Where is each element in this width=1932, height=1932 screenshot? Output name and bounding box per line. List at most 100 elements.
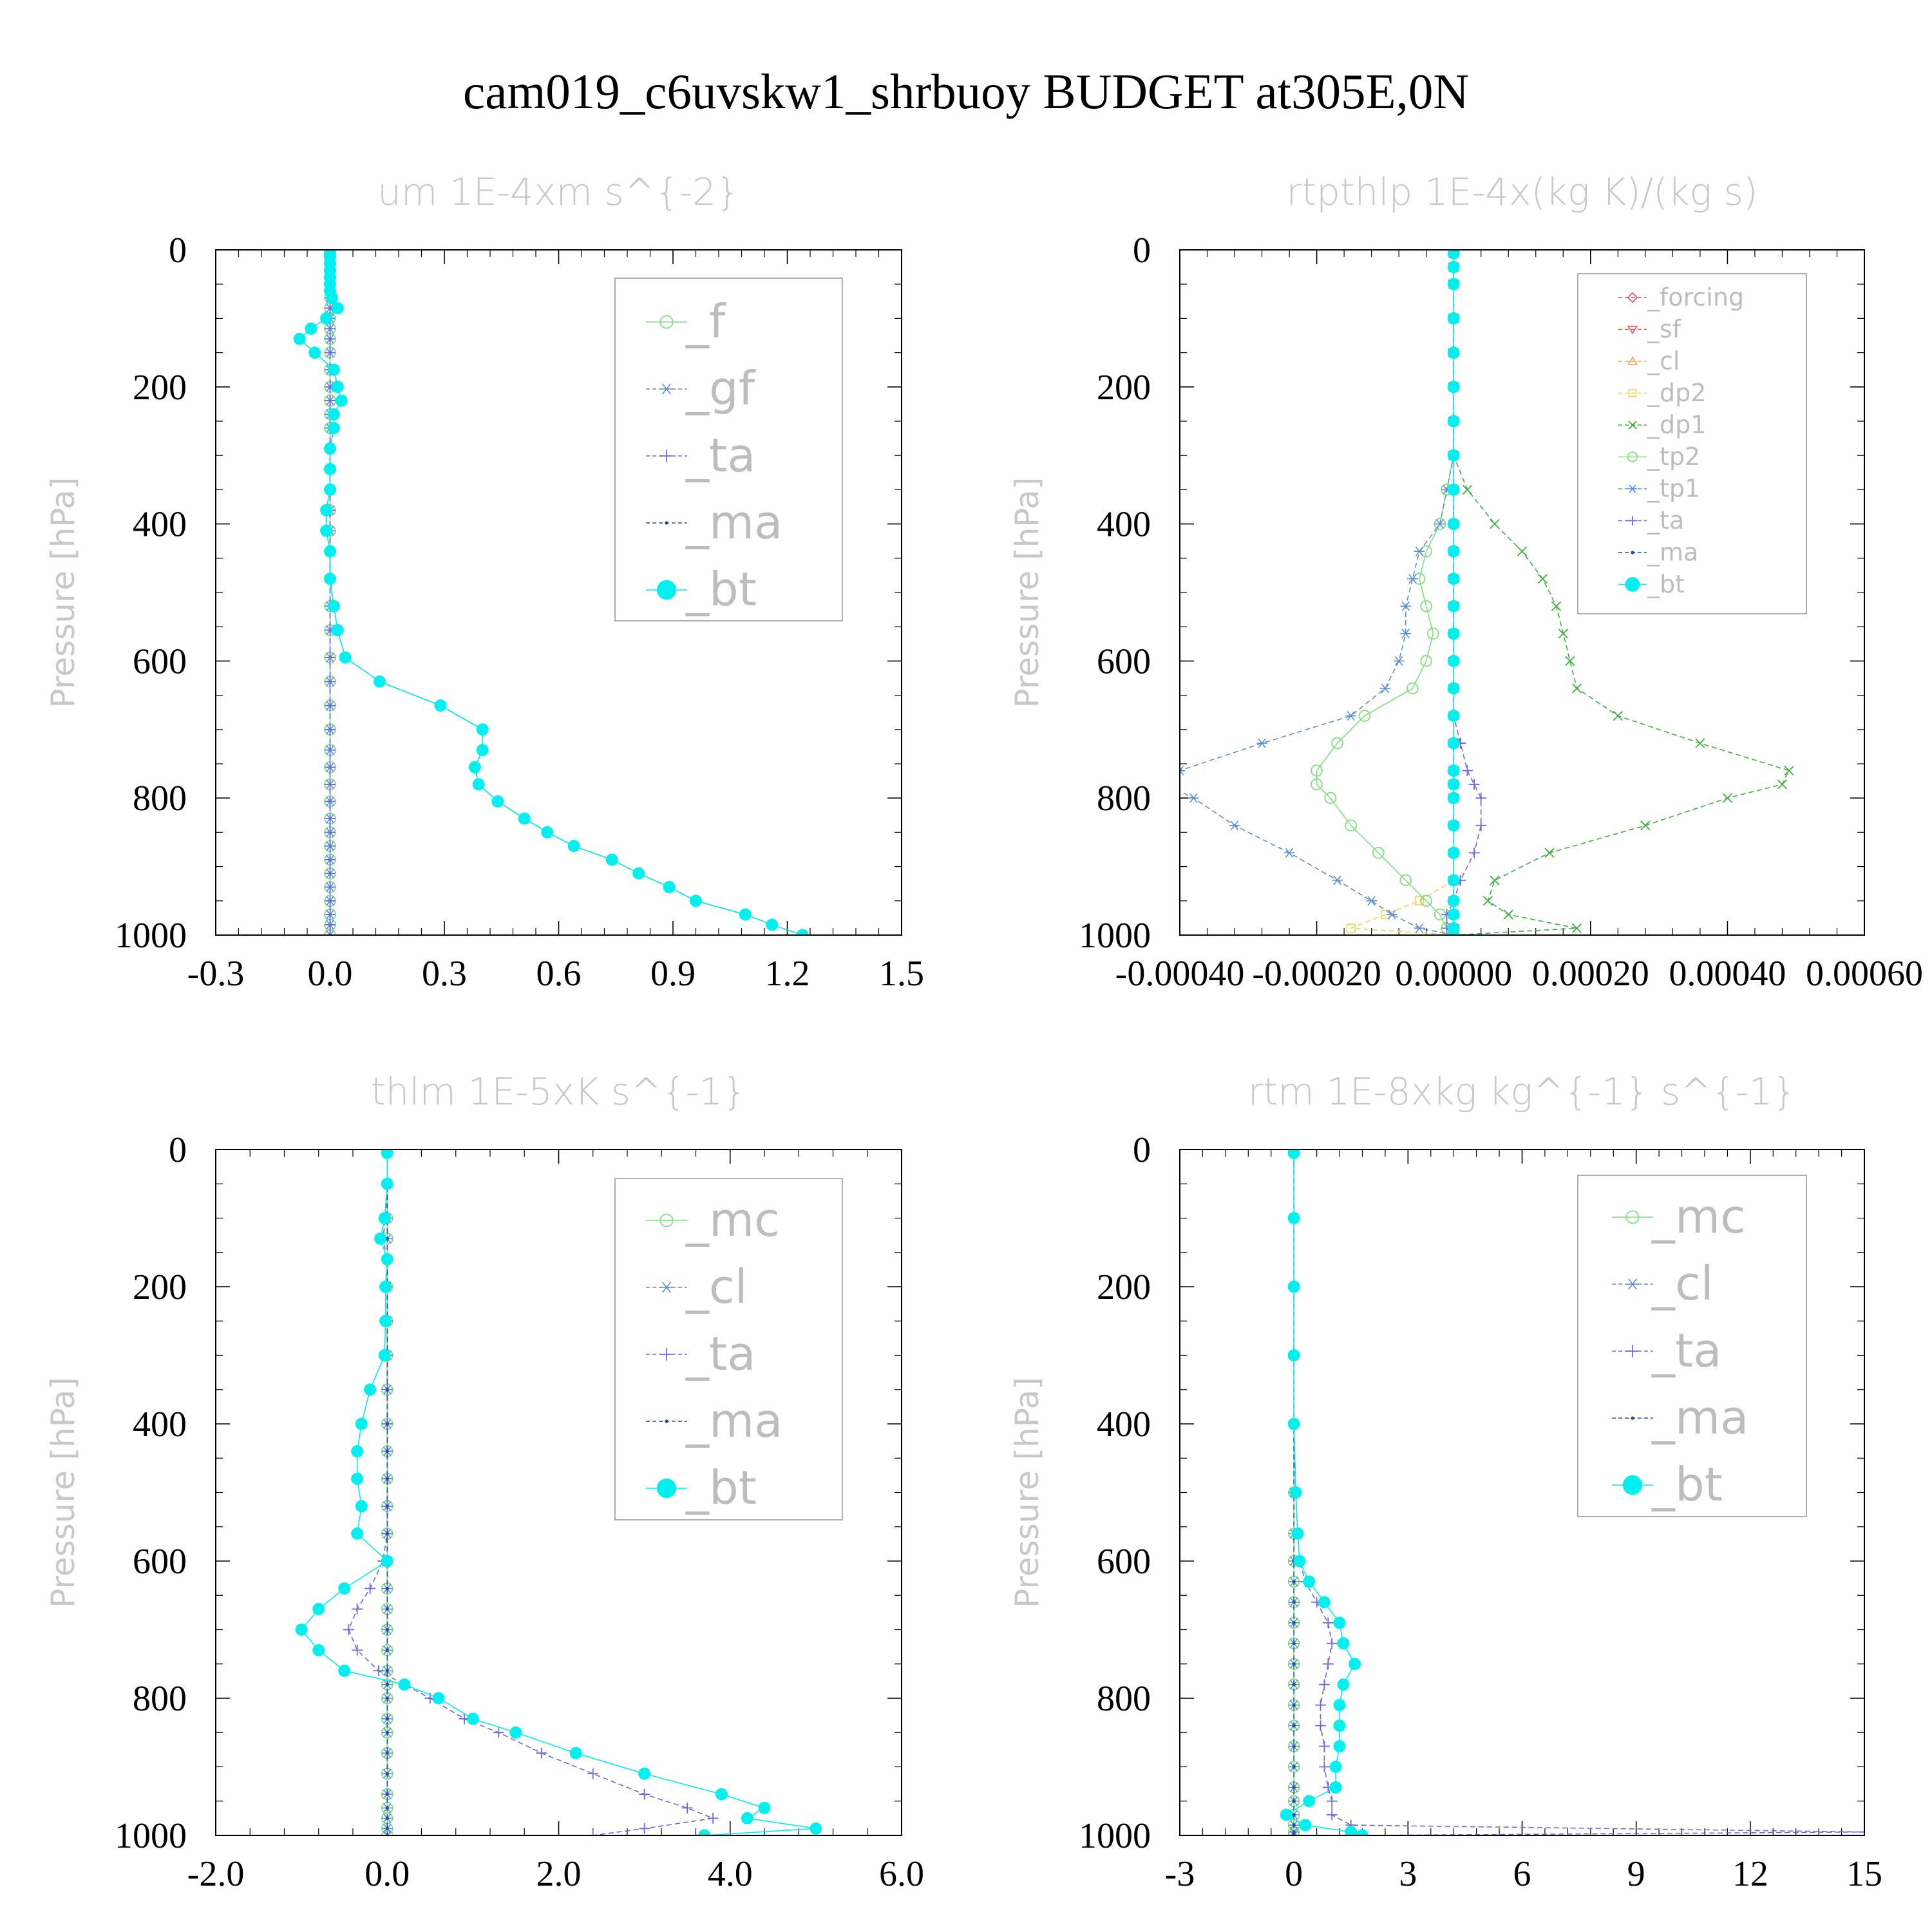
data-point [1447,846,1460,859]
data-point [1462,765,1473,777]
data-point [1859,1826,1864,1835]
data-point [1571,923,1582,933]
data-point [1640,820,1651,831]
data-point [325,652,336,663]
plot-frame [215,249,902,936]
data-point [1420,655,1432,667]
y-tick-label: 1000 [115,916,187,956]
data-point [1447,895,1460,907]
data-point [312,1643,325,1656]
data-point [1447,737,1460,750]
data-point [320,524,333,537]
data-point [1292,1580,1296,1584]
data-point [1414,896,1425,905]
y-tick-label: 200 [1097,368,1151,408]
data-point [1292,1813,1296,1817]
data-point [1537,574,1548,584]
data-point [320,312,333,325]
data-point [381,1253,393,1265]
legend-marker-ta [660,450,673,462]
y-tick-label: 600 [1097,641,1151,681]
data-point [343,1624,354,1635]
data-point [536,1747,547,1759]
data-point [1322,1617,1334,1629]
data-point [381,1150,393,1159]
data-point [1447,791,1460,804]
data-point [374,1232,387,1245]
data-point [325,347,336,358]
data-point [1517,546,1528,556]
data-point [1482,896,1493,906]
data-point [385,1792,389,1796]
y-axis-label: Pressure [hPa] [44,477,82,708]
data-point [324,545,336,558]
x-tick-label: -0.00040 [1115,954,1245,994]
data-point [1358,710,1371,722]
plot-area [293,250,809,935]
data-point [509,1726,522,1739]
data-point [1292,1765,1296,1769]
data-point [1326,1809,1338,1821]
data-point [1319,1741,1330,1752]
data-point [324,573,336,585]
legend-label: _cl [685,1260,748,1314]
x-tick-label: -3 [1165,1854,1195,1894]
data-point [305,322,317,335]
data-point [1293,1555,1306,1567]
data-point [810,1822,822,1835]
legend-marker-f [659,315,674,329]
x-tick-label: 1.2 [765,954,810,994]
plot-frame [1179,249,1865,936]
data-point [1333,1740,1346,1753]
data-point [1490,875,1500,886]
data-point [325,895,336,907]
data-point [1322,1658,1334,1670]
data-point [1784,766,1794,776]
data-point [1292,1600,1296,1604]
data-point [1333,1699,1346,1712]
panel-title: rtm 1E-8xkg kg^{-1} s^{-1} [1248,1070,1797,1113]
data-point [1613,710,1623,721]
legend-marker-cl [1626,1278,1639,1290]
data-point [1447,819,1460,832]
data-point [381,1177,393,1190]
data-point [327,422,340,435]
legend-marker-tp2 [1627,451,1638,462]
data-point [1447,449,1460,462]
data-point [1475,820,1487,831]
data-point [1447,381,1460,393]
data-point [1447,682,1460,695]
data-point [1292,1703,1296,1707]
data-point [638,1767,651,1780]
data-point [707,1812,719,1824]
data-point [1447,710,1460,723]
legend-label: _ta [1651,1323,1721,1378]
data-point [385,1422,389,1426]
legend-label: _bt [685,1461,757,1515]
data-point [1407,574,1418,584]
data-point [385,1388,389,1392]
data-point [476,744,489,757]
x-tick-label: 9 [1627,1854,1645,1894]
x-tick-label: 0.9 [650,954,696,994]
data-point [1393,656,1405,666]
data-point [1447,929,1460,935]
data-point [1337,1678,1350,1691]
legend-marker-ta [660,1348,673,1361]
chart-panel-1: um 1E-4xm s^{-2} Pressure [hPa] -0.3 0.0 0.3… [44,170,924,994]
x-tick-label: 0 [1285,1854,1303,1894]
y-tick-label: 800 [1097,779,1151,819]
data-point [325,796,336,807]
legend-label: _cl [1647,347,1680,375]
data-point [1287,1349,1300,1361]
data-point [1287,1212,1300,1224]
x-tick-label: 0.00000 [1395,954,1512,994]
y-tick-label: 1000 [1079,1816,1151,1856]
legend-marker-forcing [1627,292,1638,303]
legend-label: _ta [685,1327,755,1381]
data-point [1311,764,1323,777]
x-tick-label: 0.3 [422,954,467,994]
data-point [351,1472,364,1485]
panel-title: thlm 1E-5xK s^{-1} [371,1070,746,1113]
x-tick-label: 0.00040 [1669,954,1786,994]
